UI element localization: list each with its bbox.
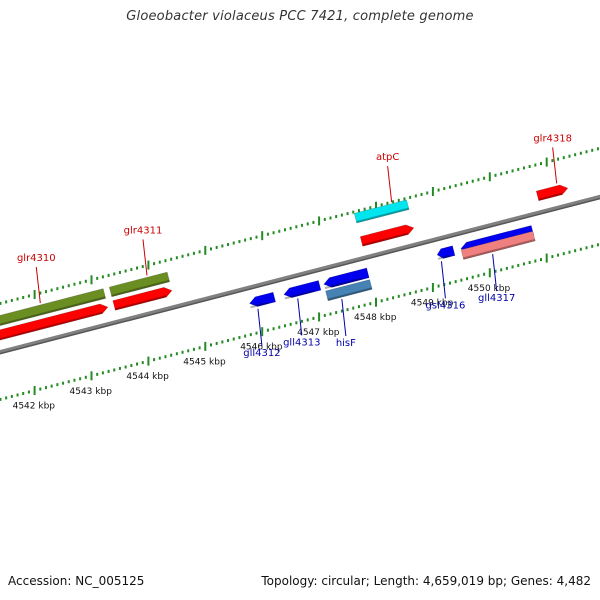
gene-feature: [0, 288, 107, 336]
gene-shadow: [324, 277, 363, 290]
gene-feature: [283, 280, 322, 300]
gene-feature: [323, 267, 370, 290]
gene-label: gll4312: [243, 348, 280, 359]
kbp-tick-label: 4543 kbp: [70, 387, 113, 397]
gene-label: gll4313: [283, 337, 320, 348]
gene-label: glr4318: [533, 133, 572, 144]
label-leader: [297, 298, 303, 336]
label-leader: [492, 253, 498, 292]
gene-block: [0, 288, 107, 336]
reverse-tick-track: [0, 243, 599, 401]
gene-block: [249, 291, 276, 307]
gene-shadow: [0, 311, 103, 349]
gene-label: atpC: [376, 152, 399, 163]
axis-line: [0, 194, 600, 354]
genome-summary: Topology: circular; Length: 4,659,019 bp…: [261, 574, 591, 588]
gene-shadow: [327, 287, 373, 301]
gene-shadow: [362, 232, 409, 247]
forward-tick-track: [0, 147, 599, 305]
label-leader: [387, 166, 393, 203]
gene-feature: [249, 291, 276, 309]
gene-block: [283, 280, 322, 298]
diagram-title: Gloeobacter violaceus PCC 7421, complete…: [126, 9, 474, 24]
label-leader: [35, 267, 41, 304]
gene-label: glr4310: [17, 253, 56, 264]
accession-label: Accession: NC_005125: [8, 574, 145, 588]
kbp-tick-label: 4550 kbp: [468, 284, 511, 294]
gene-shadow: [111, 279, 170, 297]
gene-shadow: [356, 207, 410, 224]
gene-block: [325, 279, 373, 302]
gene-block: [353, 199, 410, 224]
gene-feature: [108, 271, 171, 298]
gene-block: [359, 224, 415, 247]
kbp-tick-label: 4548 kbp: [354, 313, 397, 323]
gene-feature: [112, 287, 173, 311]
gene-block: [460, 230, 536, 260]
gene-feature: [436, 245, 456, 260]
gene-feature: [325, 279, 373, 302]
gene-feature: [359, 224, 415, 247]
gene-shadow: [437, 254, 451, 260]
kbp-tick-label: 4546 kbp: [240, 343, 283, 353]
kbp-tick-label: 4549 kbp: [411, 299, 454, 309]
kbp-tick-label: 4547 kbp: [297, 328, 340, 338]
kbp-tick-label: 4542 kbp: [13, 402, 56, 412]
gene-shadow: [463, 238, 536, 260]
gene-shadow: [114, 295, 167, 311]
gene-block: [0, 303, 109, 350]
gene-block: [112, 287, 173, 311]
genome-axis: [0, 194, 600, 355]
gene-label: hisF: [336, 338, 356, 349]
gene-feature: [460, 230, 536, 260]
gene-feature: [535, 184, 569, 202]
label-leader: [341, 299, 347, 337]
gene-block: [108, 271, 171, 298]
kbp-tick-label: 4544 kbp: [126, 372, 169, 382]
gene-block: [436, 245, 456, 259]
label-leader: [142, 239, 148, 276]
label-leader: [257, 308, 263, 346]
gene-feature: [0, 303, 109, 350]
gene-feature: [353, 199, 410, 224]
gene-track: [0, 184, 569, 350]
gene-shadow: [284, 289, 315, 300]
kbp-tick-label: 4545 kbp: [183, 357, 226, 367]
gene-block: [323, 267, 370, 288]
gene-label: glr4311: [124, 225, 163, 236]
gene-block: [535, 184, 569, 202]
gene-label: gll4317: [478, 293, 515, 304]
gene-shadow: [538, 192, 563, 201]
gene-labels: glr4309glr4310glr4311gll4312gll4313hisFa…: [17, 133, 572, 359]
label-leader: [552, 147, 558, 184]
gene-label: gsl4316: [426, 300, 466, 311]
gene-shadow: [250, 301, 269, 309]
gene-shadow: [0, 296, 106, 336]
label-leader: [440, 261, 446, 299]
